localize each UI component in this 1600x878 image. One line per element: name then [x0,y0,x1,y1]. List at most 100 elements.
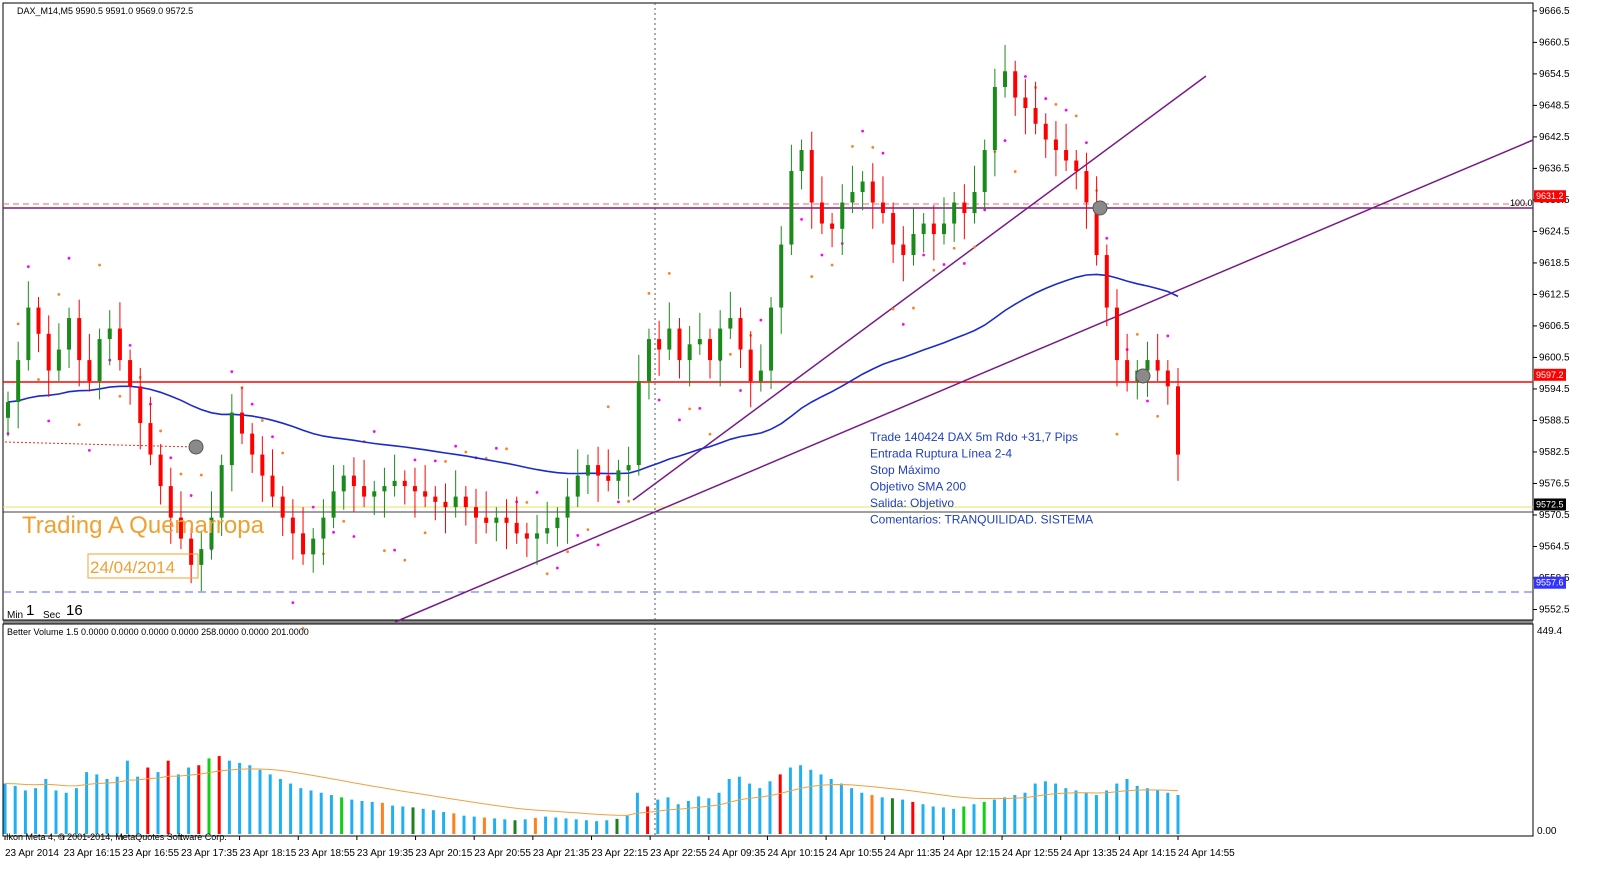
candle-body[interactable] [789,171,794,245]
candle-body[interactable] [484,517,489,523]
trade-marker-icon[interactable] [1092,200,1108,216]
volume-bar[interactable] [605,820,609,834]
volume-bar[interactable] [472,816,476,834]
candle-body[interactable] [708,339,712,361]
volume-bar[interactable] [860,792,864,834]
candle-body[interactable] [575,475,580,497]
volume-bar[interactable] [380,802,384,834]
trend-line-shallow[interactable] [394,139,1534,623]
volume-bar[interactable] [656,799,660,834]
volume-bar[interactable] [554,817,558,834]
volume-bar[interactable] [697,796,701,834]
volume-bar[interactable] [44,778,48,834]
volume-bar[interactable] [1043,781,1047,834]
volume-bar[interactable] [921,804,925,834]
candle-body[interactable] [860,181,865,193]
entry-marker-icon[interactable] [188,439,204,455]
volume-bar[interactable] [574,819,578,834]
volume-bar[interactable] [156,772,160,834]
candle-body[interactable] [585,465,590,476]
candle-body[interactable] [646,339,651,382]
volume-bar[interactable] [452,813,456,834]
candle-body[interactable] [453,496,458,508]
candle-body[interactable] [341,475,346,492]
candle-body[interactable] [87,360,92,382]
candle-body[interactable] [738,318,743,350]
candle-body[interactable] [16,360,21,403]
candle-body[interactable] [301,533,306,555]
volume-bar[interactable] [23,790,27,834]
volume-bar[interactable] [513,820,517,834]
volume-bar[interactable] [431,810,435,834]
candle-body[interactable] [809,150,814,203]
volume-bar[interactable] [1166,792,1170,834]
candle-body[interactable] [67,318,72,350]
volume-bar[interactable] [95,774,99,834]
candle-body[interactable] [219,465,224,518]
candle-body[interactable] [1064,150,1069,161]
volume-bar[interactable] [1135,785,1139,834]
volume-bar[interactable] [1145,788,1149,834]
volume-bar[interactable] [207,758,211,834]
candle-body[interactable] [626,465,631,471]
candle-body[interactable] [138,386,143,424]
volume-bar[interactable] [391,805,395,834]
candle-body[interactable] [840,202,845,229]
volume-bar[interactable] [992,799,996,834]
volume-bar[interactable] [1084,792,1088,834]
volume-bar[interactable] [13,785,17,834]
volume-bar[interactable] [217,756,221,834]
candle-body[interactable] [606,475,611,481]
volume-bar[interactable] [1125,778,1129,834]
candle-body[interactable] [1023,97,1028,109]
volume-bar[interactable] [115,776,119,834]
volume-bar[interactable] [870,795,874,834]
candle-body[interactable] [514,522,519,534]
volume-bar[interactable] [197,765,201,834]
candle-body[interactable] [931,223,936,235]
volume-bar[interactable] [34,788,38,834]
candle-body[interactable] [331,491,336,518]
candle-body[interactable] [392,480,397,487]
candle-body[interactable] [117,328,122,361]
candle-body[interactable] [758,370,763,382]
volume-bar[interactable] [85,772,89,834]
volume-bar[interactable] [411,807,415,834]
volume-bar[interactable] [676,804,680,834]
volume-bar[interactable] [839,783,843,834]
volume-bar[interactable] [105,778,109,834]
volume-bar[interactable] [146,767,150,834]
volume-bar[interactable] [1105,790,1109,834]
volume-bar[interactable] [646,806,650,834]
volume-bar[interactable] [615,818,619,834]
candle-body[interactable] [880,202,885,214]
volume-bar[interactable] [176,774,180,834]
candle-body[interactable] [321,517,326,539]
candle-body[interactable] [545,528,550,534]
candle-body[interactable] [463,496,468,508]
volume-bar[interactable] [890,798,894,834]
volume-bar[interactable] [319,792,323,834]
volume-bar[interactable] [350,799,354,834]
candle-body[interactable] [565,496,570,518]
volume-bar[interactable] [809,769,813,834]
volume-bar[interactable] [788,767,792,834]
candle-body[interactable] [1053,139,1058,151]
candle-body[interactable] [229,412,234,466]
candle-body[interactable] [189,538,194,565]
volume-bar[interactable] [717,792,721,834]
candle-body[interactable] [107,328,112,340]
volume-bar[interactable] [1115,783,1119,834]
candle-body[interactable] [870,181,875,203]
candle-body[interactable] [382,486,387,492]
volume-bar[interactable] [778,774,782,834]
volume-bar[interactable] [1003,797,1007,834]
candle-body[interactable] [423,491,428,497]
trend-line-steep[interactable] [632,75,1207,501]
volume-bar[interactable] [901,799,905,834]
volume-bar[interactable] [584,820,588,834]
candle-body[interactable] [769,307,774,371]
candle-body[interactable] [1033,108,1038,124]
volume-bar[interactable] [1176,795,1180,834]
candle-body[interactable] [1145,360,1150,371]
